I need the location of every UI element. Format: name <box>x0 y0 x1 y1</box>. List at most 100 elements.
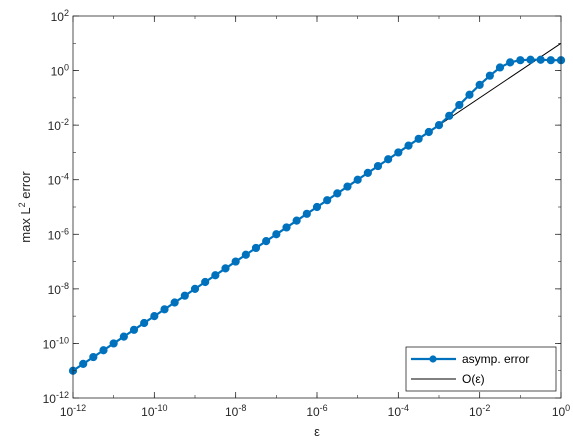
y-tick-label: 10-12 <box>43 390 69 406</box>
data-point <box>140 318 149 328</box>
data-point <box>414 134 423 143</box>
y-axis-label-text-end: error <box>18 171 33 203</box>
data-point <box>119 332 128 341</box>
data-point <box>150 312 159 321</box>
data-point <box>302 209 311 218</box>
x-tick-label-exponent: -2 <box>482 403 490 413</box>
data-point <box>516 56 525 65</box>
y-tick-label: 100 <box>51 63 69 79</box>
y-tick-label: 10-8 <box>48 281 69 297</box>
y-tick-label: 10-4 <box>48 172 69 188</box>
y-axis-label-superscript: 2 <box>17 202 27 207</box>
data-point <box>170 298 179 307</box>
data-point <box>353 175 362 184</box>
x-tick-label: 100 <box>552 403 570 419</box>
y-tick-label-base: 10 <box>48 228 62 242</box>
data-point <box>363 168 372 177</box>
data-point <box>221 264 230 273</box>
data-point <box>546 56 555 65</box>
data-point <box>465 90 474 99</box>
x-tick-label-exponent: -8 <box>238 403 246 413</box>
x-tick-label-base: 10 <box>469 405 483 419</box>
y-tick-label-exponent: -4 <box>61 172 69 182</box>
x-tick-label-base: 10 <box>388 405 402 419</box>
data-point <box>373 161 383 171</box>
y-tick-label-base: 10 <box>51 10 65 24</box>
legend-items: asymp. error O(ε) <box>411 352 529 386</box>
data-point <box>231 257 240 266</box>
data-point <box>343 182 352 191</box>
data-point <box>109 339 118 348</box>
y-tick-label-exponent: 2 <box>64 8 69 18</box>
data-point <box>475 80 484 89</box>
x-tick-label: 10-4 <box>388 403 409 419</box>
x-tick-label-base: 10 <box>552 405 566 419</box>
data-point <box>526 55 535 64</box>
y-tick-label-base: 10 <box>48 174 62 188</box>
ticks-layer: 10-12 10-10 10-8 10-6 10-4 10-2 10010-1210-101… <box>43 8 571 419</box>
data-point <box>424 127 433 137</box>
legend: asymp. error O(ε) <box>405 346 557 392</box>
x-tick-label: 10-12 <box>60 403 86 419</box>
data-point <box>333 189 342 198</box>
x-tick-label-exponent: -10 <box>155 403 168 413</box>
x-tick-label-exponent: 0 <box>565 403 570 413</box>
legend-label: O(ε) <box>462 372 485 386</box>
data-point <box>455 100 464 110</box>
data-point <box>262 237 271 246</box>
data-point <box>323 196 332 205</box>
data-point <box>445 111 454 120</box>
data-point <box>312 202 322 212</box>
data-point <box>241 250 250 259</box>
x-tick-label-base: 10 <box>141 405 155 419</box>
data-point <box>79 359 88 368</box>
x-tick-label-base: 10 <box>225 405 239 419</box>
data-point <box>495 63 505 72</box>
legend-label: asymp. error <box>462 352 529 366</box>
data-point <box>251 243 261 253</box>
y-tick-label-exponent: -8 <box>61 281 69 291</box>
data-point <box>485 71 494 80</box>
y-tick-label: 10-10 <box>43 335 69 351</box>
legend-marker <box>429 355 437 363</box>
data-point <box>282 223 291 232</box>
y-tick-label-base: 10 <box>43 392 57 406</box>
y-tick-label-exponent: -10 <box>56 335 69 345</box>
data-point <box>434 121 444 130</box>
x-tick-label-exponent: -12 <box>73 403 86 413</box>
y-tick-label: 10-6 <box>48 226 69 242</box>
data-point <box>536 55 545 64</box>
data-point <box>404 141 413 150</box>
data-point <box>272 230 281 239</box>
y-tick-label-exponent: -12 <box>56 390 69 400</box>
data-point <box>506 58 515 67</box>
y-tick-label-exponent: -2 <box>61 117 69 127</box>
x-tick-label-base: 10 <box>60 405 74 419</box>
x-tick-label: 10-6 <box>306 403 327 419</box>
legend-box <box>405 346 557 392</box>
x-tick-label: 10-8 <box>225 403 246 419</box>
x-tick-label: 10-2 <box>469 403 490 419</box>
series-layer <box>68 42 566 375</box>
data-point <box>160 305 169 314</box>
x-tick-label-base: 10 <box>306 405 320 419</box>
y-axis-label: max L2 error <box>17 171 33 243</box>
data-point <box>201 277 210 287</box>
x-tick-label-exponent: -6 <box>320 403 328 413</box>
data-point <box>89 352 98 362</box>
y-tick-label-base: 10 <box>48 119 62 133</box>
y-tick-label-exponent: 0 <box>64 63 69 73</box>
data-point <box>129 325 139 334</box>
y-tick-label-exponent: -6 <box>61 226 69 236</box>
data-point <box>211 271 220 280</box>
data-point <box>190 284 200 293</box>
x-axis-label: ε <box>314 424 320 439</box>
y-tick-label-base: 10 <box>51 65 65 79</box>
data-point <box>394 148 403 157</box>
data-point <box>180 291 189 300</box>
y-tick-label-base: 10 <box>43 337 57 351</box>
x-tick-label: 10-10 <box>141 403 167 419</box>
y-tick-label-base: 10 <box>48 283 62 297</box>
y-tick-label: 102 <box>51 8 69 24</box>
